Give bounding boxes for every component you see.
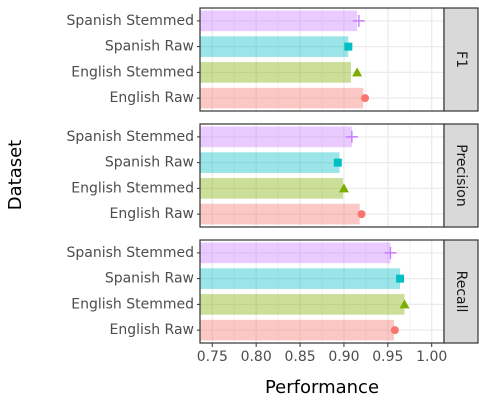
- point: [361, 94, 370, 103]
- y-tick-label: Spanish Raw: [105, 39, 194, 55]
- x-tick-label: 0.75: [197, 349, 228, 365]
- point: [352, 67, 363, 77]
- y-tick-label: Spanish Stemmed: [67, 13, 195, 29]
- bar: [200, 36, 349, 57]
- y-tick-label: Spanish Stemmed: [67, 129, 195, 145]
- point: [384, 246, 397, 259]
- bar: [200, 126, 352, 148]
- point: [390, 326, 399, 335]
- y-tick-label: English Raw: [110, 90, 194, 106]
- point: [399, 299, 410, 309]
- y-tick-label: English Stemmed: [71, 296, 194, 312]
- bar: [200, 319, 394, 341]
- bar: [200, 203, 360, 225]
- x-axis-title: Performance: [265, 377, 379, 398]
- bar: [200, 178, 344, 199]
- y-tick-label: Spanish Raw: [105, 271, 194, 287]
- y-tick-label: English Stemmed: [71, 180, 194, 196]
- bar: [200, 294, 405, 315]
- strip: [443, 7, 479, 112]
- strip-label: Precision: [453, 144, 469, 206]
- point: [352, 14, 365, 27]
- point: [333, 158, 342, 167]
- y-tick-label: Spanish Stemmed: [67, 245, 195, 261]
- point: [396, 274, 405, 283]
- y-tick-label: English Raw: [110, 206, 194, 222]
- point: [344, 42, 353, 51]
- x-tick-label: 0.80: [241, 349, 272, 365]
- bar: [200, 10, 358, 32]
- x-tick-label: 0.85: [284, 349, 315, 365]
- strip: [443, 123, 479, 228]
- x-tick-label: 0.90: [328, 349, 359, 365]
- point: [357, 210, 366, 219]
- bar: [200, 268, 401, 289]
- y-axis-title: Dataset: [5, 140, 26, 211]
- x-tick-label: 1.00: [416, 349, 447, 365]
- bar: [200, 152, 340, 173]
- strip-label: F1: [453, 51, 469, 68]
- point: [345, 130, 358, 143]
- strip: [443, 239, 479, 344]
- y-tick-label: English Stemmed: [71, 64, 194, 80]
- bar: [200, 87, 364, 109]
- strip-label: Recall: [453, 271, 469, 313]
- bar: [200, 62, 351, 83]
- bar: [200, 242, 391, 264]
- y-tick-label: Spanish Raw: [105, 155, 194, 171]
- x-tick-label: 0.95: [372, 349, 403, 365]
- point: [338, 183, 349, 193]
- y-tick-label: English Raw: [110, 322, 194, 338]
